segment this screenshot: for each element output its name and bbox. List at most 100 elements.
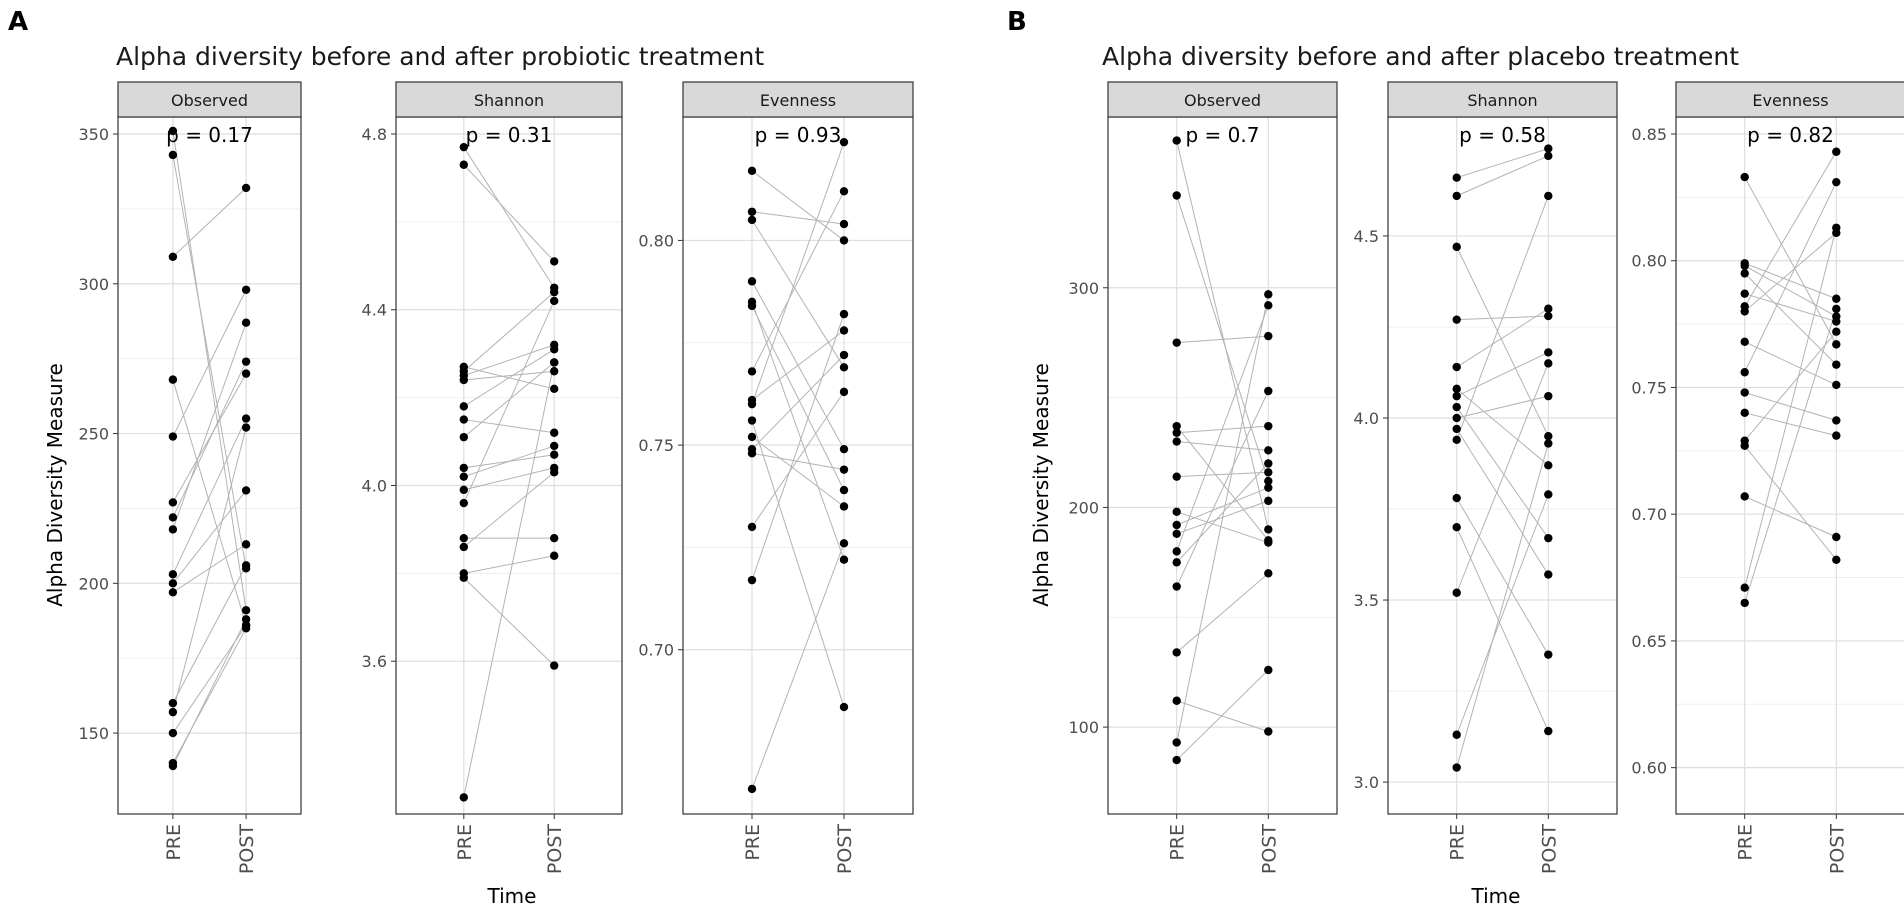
post-point [1264,459,1273,468]
post-point [839,187,849,196]
pre-point [168,150,178,160]
y-tick-label: 200 [78,574,109,593]
pre-point [1740,307,1749,316]
p-value-label: p = 0.58 [1459,123,1546,147]
pre-point [1172,738,1181,747]
pre-point [747,432,757,442]
pair-line [751,354,845,450]
post-point [1832,380,1841,390]
post-point [1264,569,1273,578]
pair-line [1744,232,1837,312]
pair-line [1744,308,1837,604]
pair-line [751,420,845,708]
post-point [1264,476,1273,486]
pre-point [459,432,468,442]
post-point [241,357,251,366]
pre-point [168,126,178,136]
post-point [839,702,849,712]
pair-line [172,187,247,258]
pre-point [1172,338,1181,347]
y-tick-label: 4.4 [362,301,387,320]
post-point [839,387,849,397]
pair-line [751,142,845,405]
post-point [1832,532,1841,542]
pre-point [1172,437,1181,446]
facet-strip-label: Shannon [474,91,544,110]
pre-point [1452,362,1461,372]
post-point [1264,496,1273,506]
post-point [1264,386,1273,396]
post-point [550,367,559,376]
pair-line [463,370,555,381]
pair-line [463,146,555,289]
pre-point [459,485,468,495]
pair-line [1744,341,1837,386]
post-point [839,363,849,372]
pre-point [747,784,757,794]
panel-border [1675,116,1904,815]
x-axis-title-b: Time [1471,884,1521,908]
chart-title-probiotic: Alpha diversity before and after probiot… [116,42,764,71]
post-point [241,540,251,549]
pre-point [459,533,468,543]
pair-line [463,164,555,262]
post-point [550,551,559,560]
y-tick-label: 4.5 [1354,227,1379,246]
post-point [1544,570,1553,579]
y-tick-label: 3.5 [1354,591,1379,610]
facet-strip-label: Shannon [1467,91,1537,110]
post-point [1264,727,1273,736]
y-tick-label: 0.80 [1631,252,1667,271]
pre-point [1452,384,1461,394]
pre-point [1452,173,1461,182]
pair-line [751,191,845,372]
facet-strip [395,81,623,118]
pair-line [1176,463,1269,563]
facet-strip-label: Observed [171,91,248,110]
post-point [839,309,849,319]
post-point [241,285,251,294]
pre-point [1740,492,1749,501]
panel-label-a: A [8,7,28,37]
y-tick-label: 0.70 [1631,505,1667,524]
post-point [1544,461,1553,470]
pre-point [168,252,178,262]
x-tick-label: PRE [1167,824,1189,861]
post-point [839,539,849,548]
post-point [1832,340,1841,349]
facet-b-observed: 100 200 300 Observed p = 0.7 PRE POST [1068,81,1338,874]
pair-line [1744,495,1837,538]
post-point [1544,304,1553,313]
facet-strip-label: Evenness [760,91,836,110]
pair-line [172,373,247,503]
pre-point [1452,315,1461,324]
x-tick-label: POST [1826,824,1848,874]
pre-point [1740,598,1749,608]
pair-line [172,289,247,437]
pre-point [168,707,178,717]
post-point [839,326,849,335]
y-tick-label: 0.80 [638,231,674,250]
pre-point [1740,172,1749,182]
post-point [839,137,849,147]
post-point [839,485,849,495]
post-point [1544,533,1553,543]
pre-point [459,573,468,582]
facet-b-shannon: 3.0 3.5 4.0 4.5 Shannon p = 0.58 PRE POST [1354,81,1618,874]
post-point [839,555,849,564]
pre-point [459,472,468,481]
pre-point [1452,435,1461,445]
pair-line [1176,195,1269,482]
pre-point [1452,730,1461,739]
pair-line [1456,395,1549,419]
pre-point [459,542,468,552]
pre-point [1452,523,1461,532]
post-point [1832,317,1841,326]
pre-point [1452,402,1461,412]
pair-line [1744,227,1837,588]
post-point [1544,311,1553,321]
pair-line [172,619,247,767]
pair-line [463,300,555,504]
y-axis-title-a: Alpha Diversity Measure [43,363,67,607]
pair-line [751,170,845,241]
